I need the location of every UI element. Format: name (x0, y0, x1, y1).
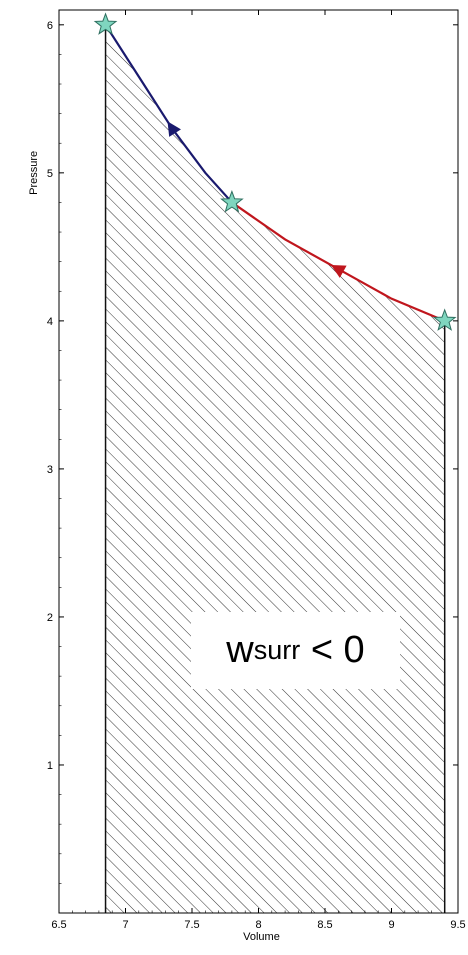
x-tick-label: 6.5 (51, 919, 66, 931)
x-tick-label: 9.5 (450, 919, 465, 931)
x-tick-label: 8 (255, 919, 261, 931)
work-annotation: w surr < 0 (191, 612, 400, 689)
y-tick-label: 4 (47, 316, 53, 328)
annotation-symbol: w (226, 629, 254, 671)
x-tick-label: 8.5 (317, 919, 332, 931)
y-tick-label: 3 (47, 464, 53, 476)
y-tick-label: 2 (47, 612, 53, 624)
y-tick-label: 5 (47, 168, 53, 180)
hatched-area (105, 24, 445, 913)
state-marker-star (93, 12, 118, 35)
x-tick-label: 7.5 (184, 919, 199, 931)
x-axis-label: Volume (243, 931, 280, 943)
x-tick-label: 7 (122, 919, 128, 931)
series-arrow-2 (330, 264, 347, 278)
state-marker-star (432, 308, 457, 331)
x-tick-label: 9 (388, 919, 394, 931)
annotation-relation: < 0 (310, 629, 365, 671)
y-tick-label: 1 (47, 760, 53, 772)
state-marker-star (220, 190, 244, 213)
y-axis-label: Pressure (28, 151, 40, 195)
series-arrow-1 (167, 121, 181, 137)
annotation-subscript: surr (253, 635, 301, 665)
y-tick-label: 6 (47, 20, 53, 32)
